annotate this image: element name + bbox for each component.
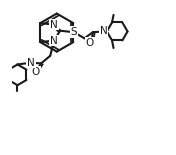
- Text: N: N: [100, 27, 107, 36]
- Text: N: N: [50, 36, 58, 46]
- Text: S: S: [71, 27, 77, 37]
- Text: N: N: [27, 58, 35, 68]
- Text: N: N: [50, 20, 58, 30]
- Text: O: O: [32, 67, 40, 77]
- Text: O: O: [86, 38, 94, 48]
